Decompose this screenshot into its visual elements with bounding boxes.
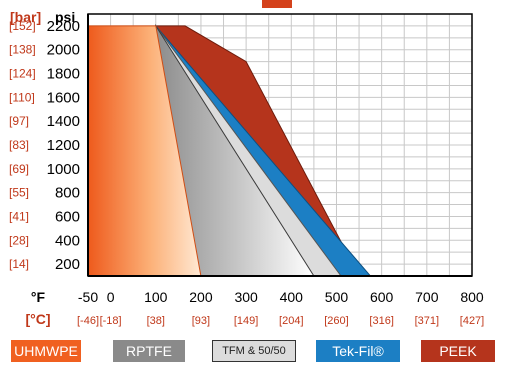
y-tick-bar: [69] bbox=[9, 162, 29, 176]
x-tick-fahrenheit: 500 bbox=[325, 289, 349, 305]
x-tick-celsius: [-18] bbox=[100, 315, 122, 327]
top-decoration-bar bbox=[0, 0, 508, 8]
x-tick-celsius: [-46] bbox=[77, 315, 99, 327]
chart-frame bbox=[87, 13, 473, 277]
y-tick-psi: 2000 bbox=[47, 42, 80, 59]
legend-label: UHMWPE bbox=[14, 343, 78, 359]
x-tick-fahrenheit: 0 bbox=[107, 289, 115, 305]
x-tick-fahrenheit: 800 bbox=[460, 289, 484, 305]
y-tick-bar: [97] bbox=[9, 114, 29, 128]
legend-label: RPTFE bbox=[126, 343, 172, 359]
y-tick-psi: 800 bbox=[55, 185, 80, 202]
x-tick-celsius: [149] bbox=[234, 315, 258, 327]
y-axis-unit-bar: [bar] bbox=[10, 9, 41, 25]
x-tick-celsius: [93] bbox=[192, 315, 210, 327]
y-tick-psi: 1600 bbox=[47, 89, 80, 106]
legend-label: PEEK bbox=[439, 343, 477, 359]
x-tick-celsius: [204] bbox=[279, 315, 303, 327]
legend-item-tek-fil: Tek-Fil® bbox=[316, 340, 400, 362]
y-tick-bar: [83] bbox=[9, 138, 29, 152]
y-tick-psi: 200 bbox=[55, 256, 80, 273]
legend-label: Tek-Fil® bbox=[332, 343, 384, 359]
y-tick-psi: 1200 bbox=[47, 137, 80, 154]
y-axis-unit-psi: psi bbox=[55, 9, 75, 25]
x-tick-celsius: [371] bbox=[415, 315, 439, 327]
x-tick-fahrenheit: -50 bbox=[78, 289, 98, 305]
y-tick-bar: [152] bbox=[9, 19, 36, 33]
y-tick-psi: 2200 bbox=[47, 18, 80, 35]
y-tick-bar: [14] bbox=[9, 257, 29, 271]
y-tick-psi: 600 bbox=[55, 208, 80, 225]
x-tick-celsius: [427] bbox=[460, 315, 484, 327]
x-tick-fahrenheit: 600 bbox=[370, 289, 394, 305]
legend-label: TFM & 50/50 bbox=[222, 345, 286, 357]
chart-labels: [bar] psi200[14]400[28]600[41]800[55]1000… bbox=[9, 9, 484, 327]
x-axis-unit-fahrenheit: °F bbox=[31, 289, 46, 305]
legend-item-tfm-50-50: TFM & 50/50 bbox=[212, 340, 296, 362]
x-tick-fahrenheit: 300 bbox=[234, 289, 258, 305]
top-accent-mark bbox=[262, 0, 292, 8]
y-tick-bar: [28] bbox=[9, 233, 29, 247]
y-tick-bar: [124] bbox=[9, 67, 36, 81]
chart-series bbox=[87, 24, 427, 277]
x-tick-celsius: [38] bbox=[147, 315, 165, 327]
x-tick-celsius: [316] bbox=[369, 315, 393, 327]
x-tick-fahrenheit: 400 bbox=[280, 289, 304, 305]
x-tick-fahrenheit: 700 bbox=[415, 289, 439, 305]
y-tick-psi: 1000 bbox=[47, 161, 80, 178]
y-tick-psi: 1800 bbox=[47, 66, 80, 83]
y-tick-psi: 1400 bbox=[47, 113, 80, 130]
x-tick-fahrenheit: 200 bbox=[189, 289, 213, 305]
x-tick-celsius: [260] bbox=[324, 315, 348, 327]
y-tick-bar: [41] bbox=[9, 209, 29, 223]
y-tick-bar: [110] bbox=[9, 90, 35, 104]
x-axis-unit-celsius: [°C] bbox=[25, 311, 50, 327]
y-tick-bar: [138] bbox=[9, 43, 36, 57]
legend-item-rptfe: RPTFE bbox=[113, 340, 185, 362]
y-tick-psi: 400 bbox=[55, 232, 80, 249]
y-tick-bar: [55] bbox=[9, 186, 29, 200]
legend-item-uhmwpe: UHMWPE bbox=[11, 340, 81, 362]
x-tick-fahrenheit: 100 bbox=[144, 289, 168, 305]
legend-item-peek: PEEK bbox=[421, 340, 495, 362]
